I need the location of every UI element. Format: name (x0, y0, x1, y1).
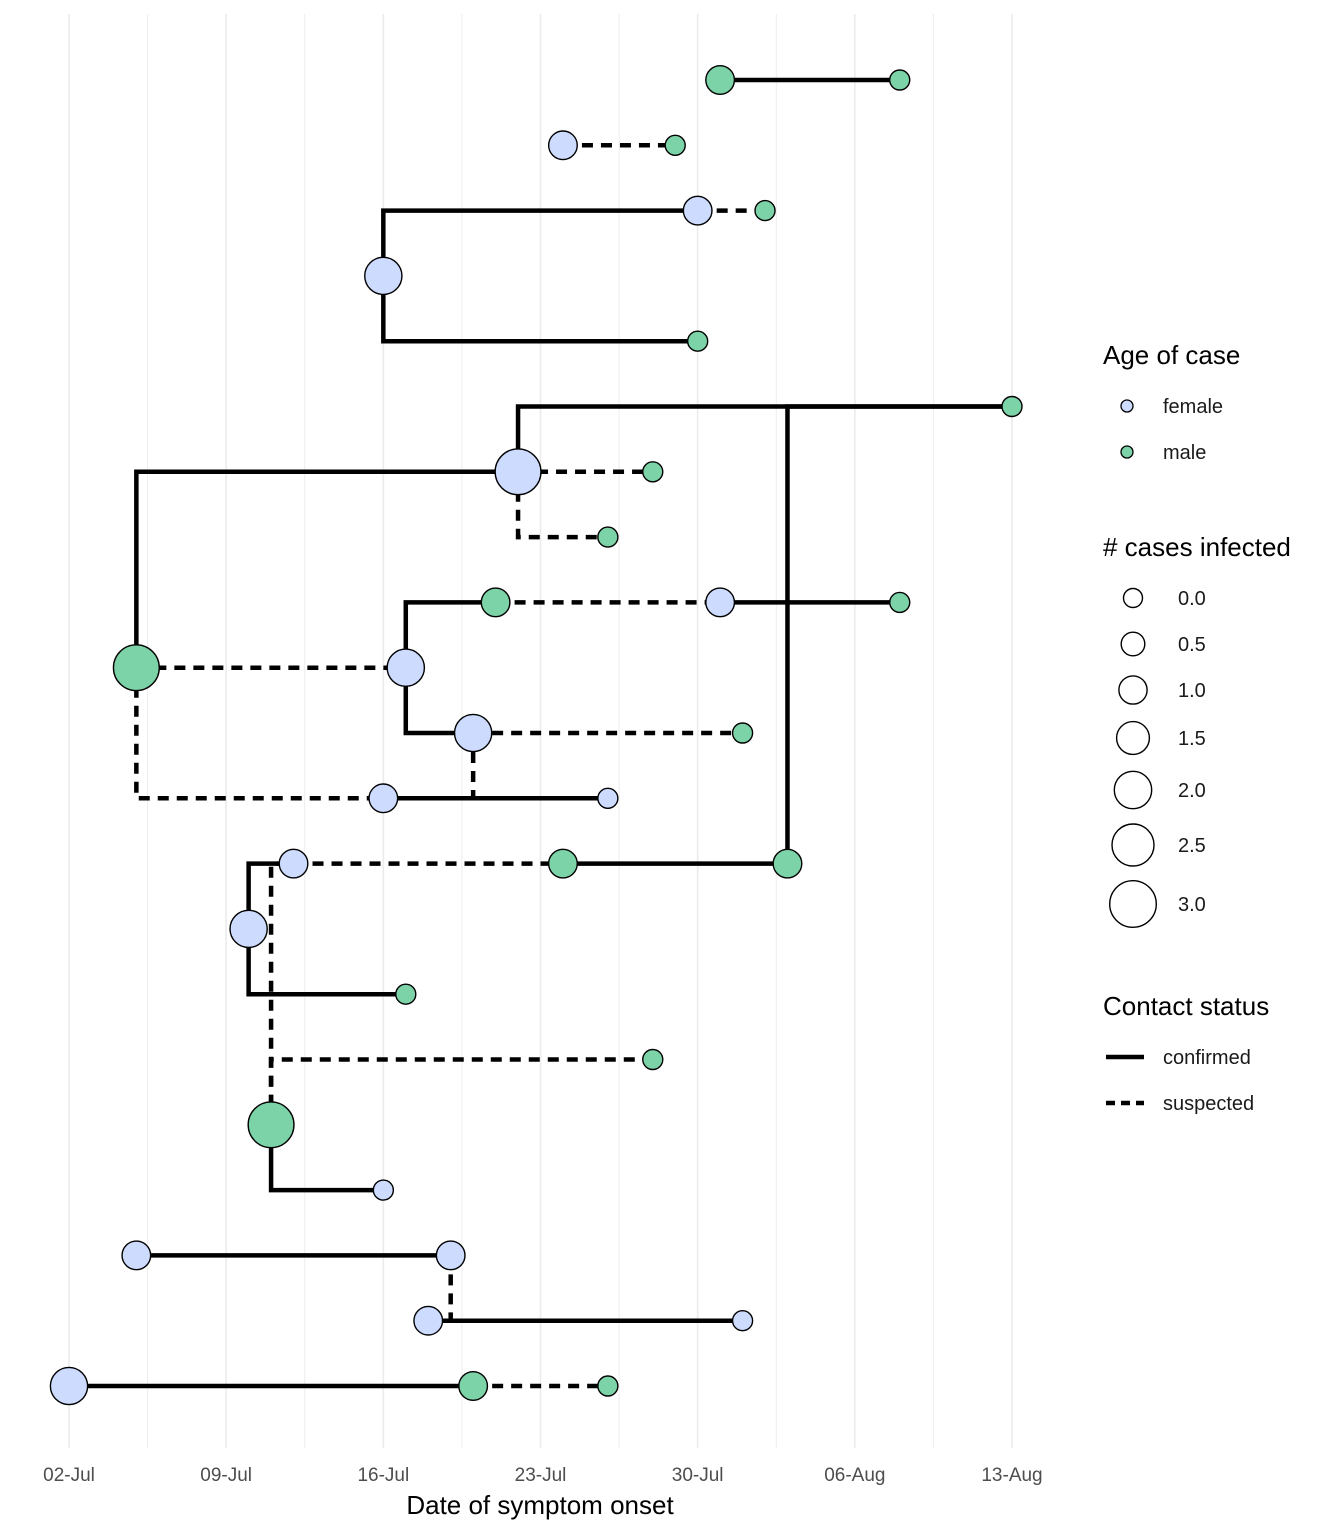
case-point-male (1001, 395, 1023, 418)
legend-size-label: 0.0 (1178, 588, 1206, 610)
legend-size-label: 1.5 (1178, 728, 1206, 750)
case-point-female (386, 648, 426, 688)
case-point-male (547, 848, 578, 879)
x-tick-label: 09-Jul (200, 1465, 252, 1486)
legend-label-male: male (1163, 442, 1206, 464)
legend-title-contact: Contact status (1103, 991, 1269, 1021)
legend-label-confirmed: confirmed (1163, 1047, 1251, 1069)
legend-size-swatch (1120, 631, 1146, 657)
case-point-female (364, 256, 403, 296)
legend-size-swatch (1111, 823, 1155, 867)
legend-size-items: 0.0 0.5 1.0 1.5 2.0 2.5 3.0 (1108, 587, 1206, 929)
case-point-male (889, 591, 911, 614)
case-point-male (754, 199, 776, 222)
legend-size-swatch (1115, 720, 1151, 756)
legend-size-swatch (1113, 770, 1153, 810)
case-point-male (642, 461, 664, 483)
x-tick-label: 30-Jul (672, 1465, 724, 1486)
legend-label-suspected: suspected (1163, 1093, 1254, 1115)
legend-swatch-female (1120, 399, 1134, 413)
legend-size-swatch (1122, 587, 1144, 609)
case-point-female (705, 587, 736, 618)
legend-swatch-male (1120, 445, 1134, 459)
legend-title-size: # cases infected (1103, 532, 1291, 562)
case-point-female (413, 1305, 444, 1336)
case-point-male (705, 64, 736, 95)
case-point-female (278, 848, 309, 879)
case-point-female (121, 1240, 152, 1271)
case-point-female (453, 713, 493, 753)
case-point-male (458, 1370, 489, 1401)
legend-size-label: 2.0 (1178, 780, 1206, 802)
x-tick-label: 02-Jul (43, 1465, 95, 1486)
edge-suspected (134, 667, 384, 801)
case-point-male (731, 722, 754, 744)
legend-label-female: female (1163, 396, 1223, 418)
case-point-male (686, 330, 709, 352)
node-layer (49, 64, 1023, 1406)
x-tick-label: 23-Jul (515, 1465, 567, 1486)
legend-size-label: 0.5 (1178, 634, 1206, 656)
case-point-female (435, 1240, 466, 1271)
case-point-male (664, 134, 686, 157)
legend-gender-items: female male (1120, 396, 1223, 464)
edge-confirmed (246, 928, 406, 997)
case-point-female (547, 130, 578, 161)
legend-size-label: 2.5 (1178, 835, 1206, 857)
edge-confirmed (403, 667, 474, 736)
legend-size-label: 3.0 (1178, 894, 1206, 916)
case-point-female (682, 195, 713, 226)
edge-confirmed (403, 600, 496, 668)
edge-confirmed (381, 208, 698, 276)
legend-size-swatch (1118, 675, 1148, 705)
x-tick-label: 16-Jul (357, 1465, 409, 1486)
case-point-female (372, 1179, 395, 1201)
case-point-female (731, 1309, 754, 1332)
case-point-female (494, 448, 542, 496)
case-point-male (642, 1048, 664, 1071)
case-point-male (597, 1375, 619, 1397)
edge-confirmed (785, 404, 1012, 864)
case-point-male (772, 848, 803, 879)
case-point-female (597, 787, 619, 809)
case-point-male (247, 1101, 295, 1149)
case-point-male (395, 983, 417, 1005)
x-axis-title: Date of symptom onset (406, 1490, 674, 1520)
x-tick-label: 06-Aug (824, 1465, 885, 1486)
case-point-female (368, 783, 399, 814)
legend-title-gender: Age of case (1103, 340, 1240, 370)
x-axis-ticks: 02-Jul 09-Jul 16-Jul 23-Jul 30-Jul 06-Aug 13-A… (43, 1465, 1043, 1486)
x-tick-label: 13-Aug (981, 1465, 1042, 1486)
legend-contact-items: confirmed suspected (1106, 1047, 1254, 1115)
edge-confirmed (515, 404, 1012, 472)
case-point-female (229, 909, 268, 949)
case-point-male (597, 526, 619, 548)
edge-confirmed (134, 469, 519, 668)
edge-confirmed (381, 275, 698, 344)
edge-layer (69, 77, 1012, 1389)
case-point-male (889, 69, 911, 91)
legend-size-label: 1.0 (1178, 680, 1206, 702)
case-point-male (112, 644, 160, 692)
case-point-female (49, 1366, 89, 1406)
case-point-male (480, 587, 511, 618)
legend-size-swatch (1108, 880, 1157, 929)
